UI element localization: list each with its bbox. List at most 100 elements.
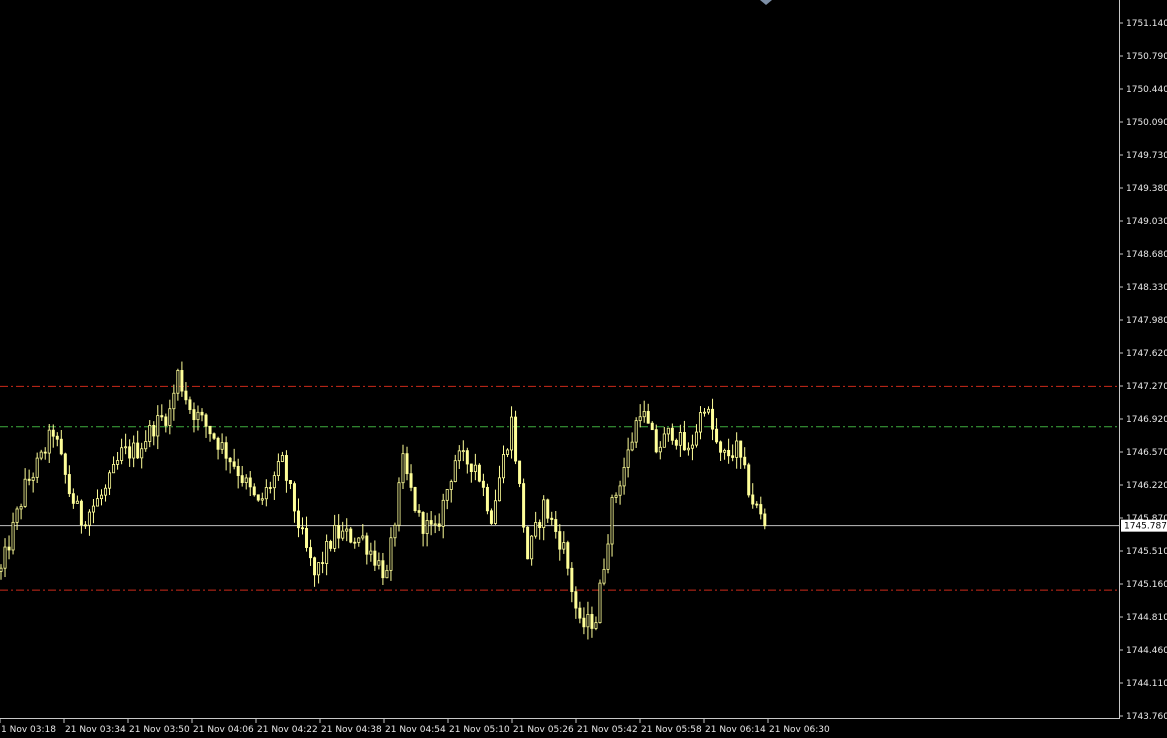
candle-body (95, 498, 99, 507)
candle-body (441, 499, 445, 527)
candle-body (132, 442, 136, 459)
candle-body (755, 503, 759, 506)
price-tick-label: 1749.030 (1126, 217, 1167, 227)
candle-body (108, 472, 112, 489)
price-tick-label: 1748.330 (1126, 283, 1167, 293)
time-tick-label: 21 Nov 05:26 (513, 725, 574, 735)
time-tick-label: 21 Nov 05:42 (577, 725, 638, 735)
candle-body (361, 535, 365, 539)
candle-body (100, 494, 104, 500)
candle-body (409, 473, 413, 488)
candle-body (538, 522, 542, 529)
candle-body (196, 411, 200, 421)
candle-body (136, 442, 140, 459)
candle-body (707, 408, 711, 413)
candle-body (248, 477, 252, 488)
candle-body (634, 420, 638, 443)
candle-body (453, 460, 457, 482)
candle-body (739, 440, 743, 458)
candle-body (268, 487, 272, 489)
candle-body (200, 411, 204, 416)
candle-body (698, 412, 702, 433)
candle-body (646, 411, 650, 424)
candle-body (618, 485, 622, 496)
candle-body (365, 535, 369, 555)
candle-body (530, 535, 534, 560)
candle-body (405, 453, 409, 475)
candle-body (83, 524, 87, 527)
candle-body (353, 541, 357, 544)
candle-body (658, 446, 662, 453)
candle-body (216, 437, 220, 450)
candle-body (280, 455, 284, 462)
candle-body (590, 614, 594, 629)
candle-body (397, 482, 401, 526)
price-tick-label: 1747.270 (1126, 382, 1167, 392)
candle-body (305, 527, 309, 548)
candle-body (296, 510, 300, 529)
price-tick-label: 1750.440 (1126, 85, 1167, 95)
candle-body (759, 504, 763, 515)
candle-body (39, 451, 43, 459)
candle-body (27, 478, 31, 481)
candle-body (497, 477, 501, 502)
candle-body (682, 432, 686, 451)
candle-body (690, 444, 694, 449)
candle-body (723, 449, 727, 453)
candle-body (469, 463, 473, 473)
time-tick-label: 21 Nov 03:50 (129, 725, 190, 735)
candle-body (128, 446, 132, 459)
candle-body (192, 409, 196, 421)
plot-background (0, 0, 1119, 719)
candle-body (666, 427, 670, 435)
candle-body (465, 450, 469, 465)
candle-body (626, 449, 630, 468)
candle-body (341, 530, 345, 539)
candle-body (212, 433, 216, 439)
candle-body (357, 537, 361, 543)
price-tick-label: 1749.730 (1126, 151, 1167, 161)
candle-body (317, 562, 321, 576)
candle-body (477, 464, 481, 482)
candle-body (594, 622, 598, 629)
candle-body (554, 519, 558, 532)
candle-body (747, 464, 751, 496)
candle-body (598, 582, 602, 624)
candle-body (91, 505, 95, 513)
candle-body (292, 483, 296, 512)
candle-body (180, 370, 184, 392)
chart-shift-marker-icon[interactable] (760, 0, 772, 5)
candle-body (610, 497, 614, 545)
candle-body (743, 456, 747, 466)
price-tick-label: 1747.620 (1126, 349, 1167, 359)
candle-body (566, 542, 570, 569)
candle-body (43, 451, 47, 454)
candle-body (731, 455, 735, 458)
candle-body (300, 527, 304, 530)
candle-body (148, 425, 152, 442)
candle-body (401, 453, 405, 484)
candle-body (345, 528, 349, 532)
candle-body (373, 550, 377, 566)
candle-body (429, 520, 433, 525)
time-tick-label: 21 Nov 03:34 (65, 725, 126, 735)
candles (0, 361, 767, 640)
price-tick-label: 1751.140 (1126, 19, 1167, 29)
candle-body (694, 431, 698, 446)
candle-body (385, 569, 389, 579)
candle-body (586, 614, 590, 628)
candle-body (71, 493, 75, 504)
candle-body (642, 411, 646, 418)
candle-body (485, 486, 489, 512)
candle-body (703, 411, 707, 414)
candle-body (184, 390, 188, 401)
candle-body (11, 521, 15, 551)
candle-body (582, 617, 586, 628)
candle-body (152, 425, 156, 437)
candle-body (47, 429, 51, 454)
candle-body (526, 526, 530, 560)
candle-body (719, 441, 723, 453)
candle-body (329, 541, 333, 549)
candle-body (630, 441, 634, 451)
